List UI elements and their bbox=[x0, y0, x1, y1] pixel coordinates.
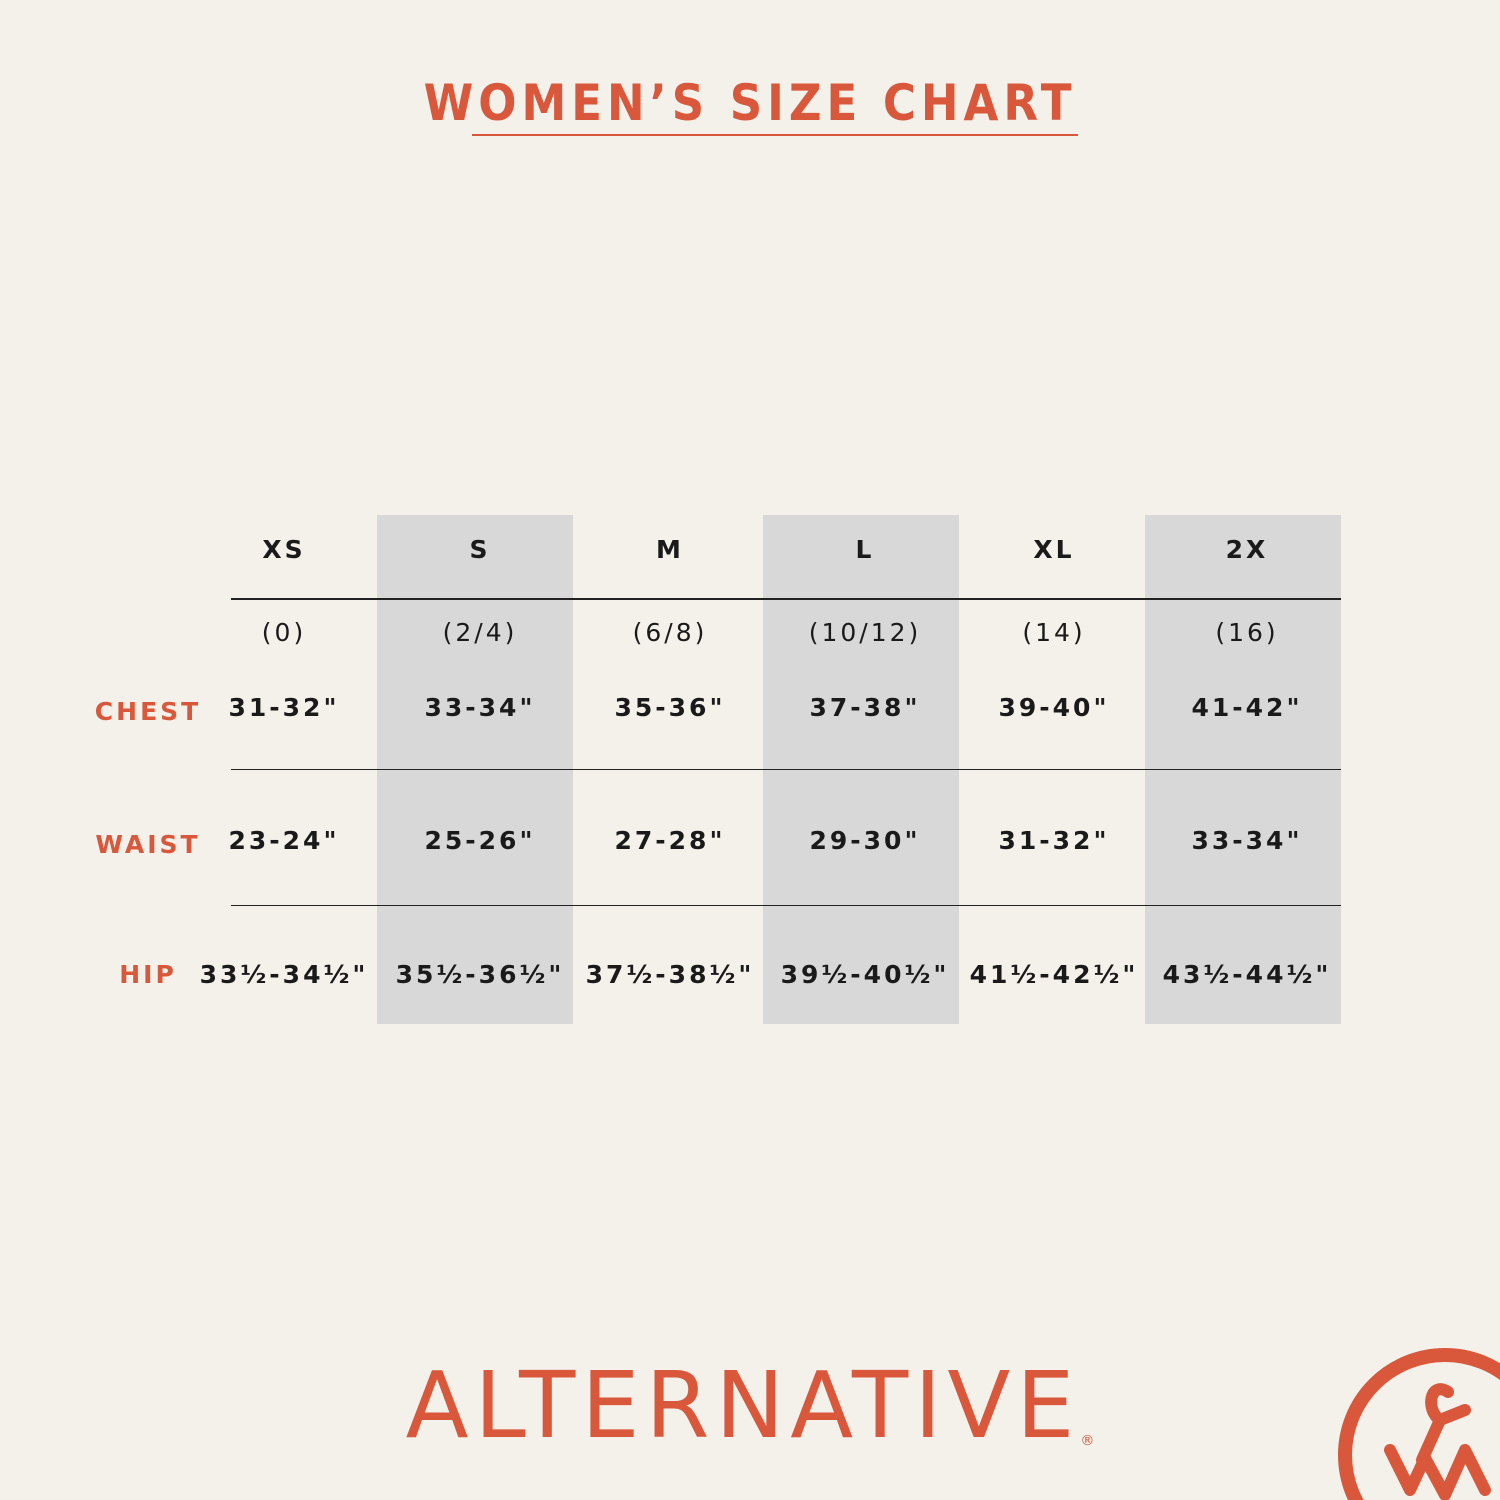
measurement: 31-32" bbox=[228, 693, 340, 722]
measurement: 37½-38½" bbox=[585, 960, 755, 989]
row-label: WAIST bbox=[95, 830, 201, 859]
numeric-size: (2/4) bbox=[442, 618, 518, 647]
measurement: 39½-40½" bbox=[780, 960, 950, 989]
column-header: XS bbox=[262, 535, 306, 564]
registered-mark: ® bbox=[1080, 1433, 1095, 1449]
column-header: L bbox=[855, 535, 875, 564]
measurement: 39-40" bbox=[998, 693, 1110, 722]
row-divider bbox=[231, 598, 1341, 600]
measurement: 33-34" bbox=[1191, 826, 1303, 855]
numeric-size: (0) bbox=[261, 618, 307, 647]
row-divider bbox=[231, 905, 1341, 906]
row-divider bbox=[231, 769, 1341, 770]
row-label: HIP bbox=[119, 960, 177, 989]
column-header: S bbox=[469, 535, 491, 564]
measurement: 31-32" bbox=[998, 826, 1110, 855]
measurement: 33½-34½" bbox=[199, 960, 369, 989]
title: WOMEN’S SIZE CHART bbox=[423, 74, 1077, 132]
column-header: 2X bbox=[1225, 535, 1269, 564]
logo bbox=[1338, 1348, 1500, 1500]
column-header: M bbox=[656, 535, 684, 564]
title-underline bbox=[472, 134, 1078, 136]
measurement: 35½-36½" bbox=[395, 960, 565, 989]
measurement: 23-24" bbox=[228, 826, 340, 855]
measurement: 43½-44½" bbox=[1162, 960, 1332, 989]
measurement: 33-34" bbox=[424, 693, 536, 722]
numeric-size: (14) bbox=[1022, 618, 1086, 647]
measurement: 41-42" bbox=[1191, 693, 1303, 722]
brand-name: ALTERNATIVE bbox=[405, 1352, 1081, 1459]
numeric-size: (10/12) bbox=[808, 618, 922, 647]
measurement: 25-26" bbox=[424, 826, 536, 855]
brand: ALTERNATIVE® bbox=[0, 1352, 1500, 1459]
measurement: 41½-42½" bbox=[969, 960, 1139, 989]
measurement: 29-30" bbox=[809, 826, 921, 855]
column-header: XL bbox=[1033, 535, 1075, 564]
measurement: 35-36" bbox=[614, 693, 726, 722]
numeric-size: (6/8) bbox=[632, 618, 708, 647]
measurement: 27-28" bbox=[614, 826, 726, 855]
row-label: CHEST bbox=[94, 697, 202, 726]
numeric-size: (16) bbox=[1215, 618, 1279, 647]
measurement: 37-38" bbox=[809, 693, 921, 722]
